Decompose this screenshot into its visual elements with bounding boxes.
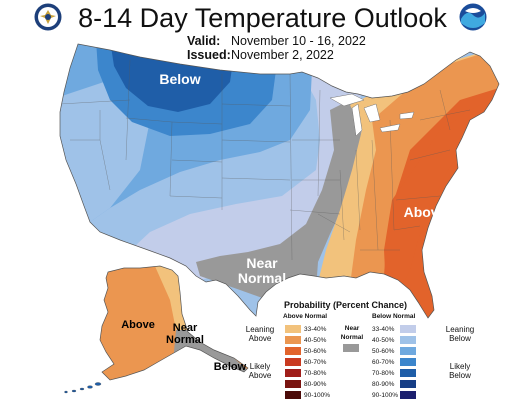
legend-below-swatch — [400, 391, 416, 399]
probability-legend: Probability (Percent Chance) Above Norma… — [240, 300, 480, 402]
issued-label: Issued: — [187, 48, 231, 62]
legend-below-range: 33-40% — [372, 325, 395, 333]
legend-above-range: 40-50% — [304, 336, 327, 344]
leaning-below-line1: Leaning — [445, 325, 475, 334]
alaska-near-line2: Normal — [166, 334, 204, 346]
legend-above-swatch — [285, 380, 301, 388]
legend-above-swatch — [285, 391, 301, 399]
legend-below-range: 50-60% — [372, 347, 395, 355]
legend-leaning-above: Leaning Above — [240, 325, 280, 343]
likely-above-line1: Likely — [249, 362, 271, 371]
legend-title: Probability (Percent Chance) — [284, 300, 408, 310]
legend-above-range: 50-60% — [304, 347, 327, 355]
legend-likely-above: Likely Above — [240, 362, 280, 380]
near-normal-label-line1: Near — [246, 255, 278, 271]
legend-below-swatch — [400, 325, 416, 333]
likely-below-line1: Likely — [449, 362, 471, 371]
legend-above-swatch — [285, 369, 301, 377]
legend-above-range: 80-90% — [304, 380, 327, 388]
date-block: Valid: November 10 - 16, 2022 Issued:Nove… — [187, 34, 366, 62]
aleutian-below-label: Below — [213, 361, 247, 373]
legend-below-swatch — [400, 358, 416, 366]
map-title: 8-14 Day Temperature Outlook — [78, 3, 447, 33]
leaning-above-line1: Leaning — [245, 325, 275, 334]
valid-dates: November 10 - 16, 2022 — [231, 34, 366, 48]
alaska-near-normal-label: Near Normal — [161, 322, 209, 346]
below-label: Below — [159, 71, 201, 87]
legend-near-normal: Near Normal — [336, 324, 368, 342]
legend-leaning-below: Leaning Below — [440, 325, 480, 343]
valid-label: Valid: — [187, 34, 221, 48]
legend-above-range: 60-70% — [304, 358, 327, 366]
leaning-below-line2: Below — [449, 334, 471, 343]
legend-above-header: Above Normal — [283, 313, 328, 320]
likely-above-line2: Above — [248, 371, 272, 380]
legend-below-range: 60-70% — [372, 358, 395, 366]
near-header-line2: Normal — [340, 334, 364, 341]
commerce-seal-icon — [34, 3, 62, 31]
legend-near-swatch — [343, 344, 359, 352]
legend-below-swatch — [400, 347, 416, 355]
legend-above-swatch — [285, 358, 301, 366]
legend-above-swatch — [285, 347, 301, 355]
near-normal-label-line2: Normal — [237, 270, 287, 286]
legend-above-range: 70-80% — [304, 369, 327, 377]
legend-below-range: 80-90% — [372, 380, 395, 388]
legend-above-swatch — [285, 325, 301, 333]
legend-above-range: 90-100% — [304, 391, 331, 399]
legend-below-range: 40-50% — [372, 336, 395, 344]
alaska-near-line1: Near — [172, 322, 198, 334]
legend-below-swatch — [400, 380, 416, 388]
issued-date: November 2, 2022 — [231, 48, 334, 62]
legend-above-swatch — [285, 336, 301, 344]
legend-below-swatch — [400, 336, 416, 344]
alaska-above-label: Above — [121, 319, 155, 331]
leaning-above-line2: Above — [248, 334, 272, 343]
legend-below-range: 70-80% — [372, 369, 395, 377]
legend-below-swatch — [400, 369, 416, 377]
above-east-label: Above — [403, 204, 447, 220]
near-header-line1: Near — [344, 325, 360, 332]
legend-likely-below: Likely Below — [440, 362, 480, 380]
noaa-logo-icon — [459, 3, 487, 31]
legend-below-header: Below Normal — [372, 313, 416, 320]
likely-below-line2: Below — [449, 371, 471, 380]
legend-below-range: 90-100% — [372, 391, 399, 399]
near-normal-label: Near Normal — [232, 256, 292, 286]
legend-above-range: 33-40% — [304, 325, 327, 333]
